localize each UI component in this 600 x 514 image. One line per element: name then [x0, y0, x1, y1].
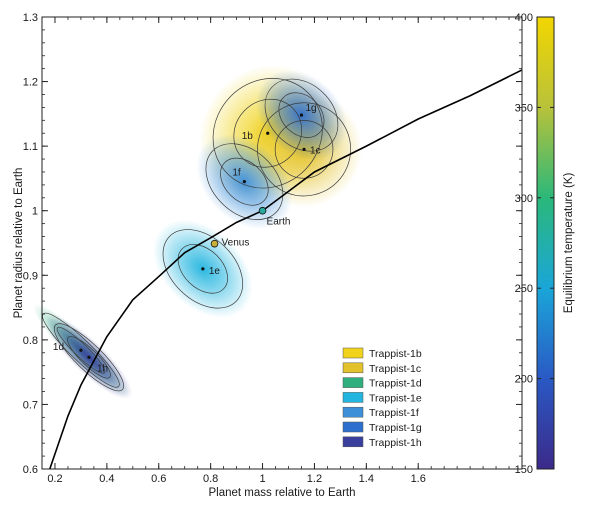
colorbar-scale: [536, 16, 555, 470]
legend-label-1d: Trappist-1d: [369, 378, 422, 390]
legend-swatch-1f: [342, 406, 364, 418]
legend-label-1f: Trappist-1f: [369, 407, 419, 419]
colorbar-tick-label: 200: [515, 374, 533, 386]
point-1h: [87, 355, 91, 359]
x-tick-label: 0.4: [99, 473, 114, 485]
legend-label-1e: Trappist-1e: [369, 392, 422, 404]
contour-1e-1: [162, 229, 244, 309]
point-1d: [79, 348, 83, 352]
axes: 0.2 0.4 0.6 0.8 1 1.2 1.4 1.6 0.6 0.7 0.8 0.9 1 1.1 1.…: [13, 12, 523, 499]
label-1g: 1g: [305, 103, 316, 114]
contour-1f-2: [220, 157, 269, 206]
label-1e: 1e: [209, 266, 221, 277]
planet-markers: 1b 1c 1d 1e 1f 1g 1h Earth Venus: [53, 103, 321, 374]
point-1c: [302, 147, 306, 151]
y-axis-title: Planet radius relative to Earth: [13, 168, 25, 319]
colorbar-title: Equilibrium temperature (K): [563, 173, 575, 314]
point-1g: [299, 113, 304, 117]
legend: Trappist-1b Trappist-1c Trappist-1d Trappis…: [342, 347, 422, 449]
reference-curve-layer: [49, 69, 523, 470]
x-tick-label: 1: [259, 473, 265, 485]
label-earth: Earth: [267, 217, 291, 228]
legend-label-1h: Trappist-1h: [369, 437, 422, 449]
x-tick-label: 0.8: [203, 473, 218, 485]
point-venus: [210, 239, 219, 248]
x-axis-title: Planet mass relative to Earth: [208, 487, 355, 499]
legend-label-1g: Trappist-1g: [369, 422, 422, 434]
label-1b: 1b: [242, 131, 254, 142]
legend-label-1b: Trappist-1b: [369, 348, 422, 360]
legend-swatch-1h: [342, 436, 364, 448]
point-1e: [201, 267, 205, 271]
colorbar-tick-label: 350: [515, 102, 533, 114]
y-tick-label: 1.3: [23, 12, 38, 24]
contour-1h-2: [67, 336, 111, 379]
colorbar-tick-label: 150: [515, 464, 533, 476]
legend-swatch-1c: [342, 362, 364, 374]
plot-frame: [41, 16, 523, 470]
contour-1f-1: [205, 143, 284, 220]
contour-1h-1: [53, 323, 124, 392]
colorbar: 150 200 250 300 350 400 Equilibrium temperatur…: [515, 12, 575, 476]
x-tick-label: 0.6: [151, 473, 166, 485]
label-1h: 1h: [97, 363, 108, 374]
y-tick-label: 0.7: [23, 399, 38, 411]
y-tick-label: 0.6: [23, 464, 38, 476]
point-earth: [258, 206, 267, 215]
contour-1e-2: [177, 244, 228, 294]
contour-1b-1: [212, 78, 323, 189]
reference-curve: [49, 69, 523, 470]
x-tick-label: 1.4: [359, 473, 374, 485]
contour-1d-2: [56, 326, 106, 374]
contour-1g-1: [264, 78, 339, 152]
y-tick-label: 1.1: [23, 141, 38, 153]
colorbar-tick-label: 250: [515, 283, 533, 295]
probability-contours: [42, 78, 351, 392]
label-1d: 1d: [53, 342, 64, 353]
legend-swatch-1d: [342, 377, 364, 388]
x-tick-label: 1.2: [307, 473, 322, 485]
x-tick-label: 0.2: [47, 473, 62, 485]
contour-1g-2: [278, 92, 325, 138]
colorbar-tick-label: 400: [515, 12, 533, 24]
x-tick-label: 1.6: [411, 473, 426, 485]
y-tick-label: 0.8: [23, 335, 38, 347]
contour-1c-2: [274, 120, 334, 179]
y-tick-label: 0.9: [23, 270, 38, 282]
legend-swatch-1b: [342, 347, 364, 359]
label-venus: Venus: [222, 238, 250, 249]
legend-swatch-1g: [342, 421, 364, 433]
label-1f: 1f: [232, 168, 241, 179]
y-tick-label: 1: [32, 206, 38, 218]
legend-label-1c: Trappist-1c: [369, 363, 421, 375]
legend-swatch-1e: [342, 392, 364, 403]
contour-1b-2: [233, 98, 302, 168]
point-1f: [242, 180, 246, 184]
y-tick-label: 1.2: [23, 77, 38, 89]
point-1b: [266, 131, 270, 135]
colorbar-tick-label: 300: [515, 193, 533, 205]
label-1c: 1c: [310, 145, 321, 156]
